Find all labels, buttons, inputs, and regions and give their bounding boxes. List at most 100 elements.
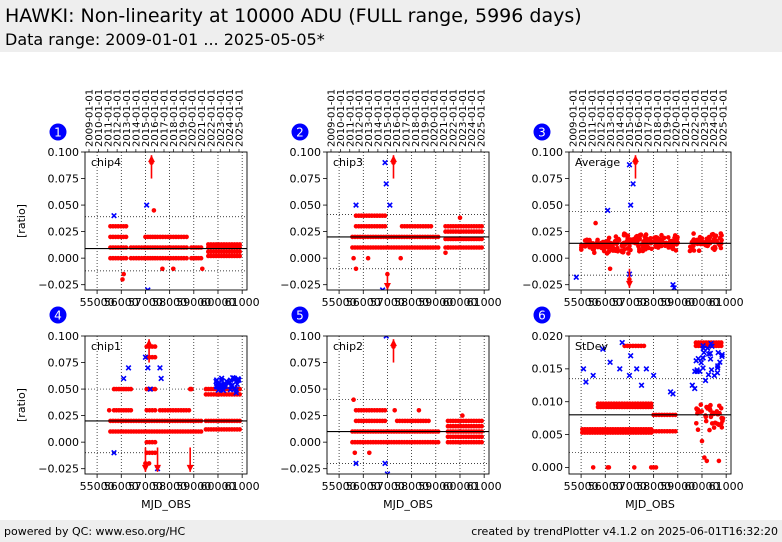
secondary-point: [573, 274, 580, 281]
panel-5: −0.0250.0000.0250.0500.0750.100550005600…: [280, 306, 502, 511]
secondary-point: [218, 375, 225, 382]
outlier-arrow-head: [631, 155, 639, 163]
panel-badge-number: 2: [296, 126, 304, 140]
primary-point: [691, 231, 696, 236]
primary-point: [184, 234, 189, 240]
primary-point: [610, 243, 615, 248]
primary-point: [146, 461, 152, 466]
x-tick-label: 56000: [588, 480, 623, 493]
x-tick-label: 55000: [322, 296, 357, 309]
primary-point: [398, 255, 404, 261]
y-tick-label: −0.025: [38, 462, 79, 475]
primary-point: [702, 455, 707, 460]
primary-point: [614, 238, 620, 243]
plot-frame: [326, 335, 490, 475]
y-tick-label: 0.075: [290, 172, 322, 185]
secondary-point: [607, 359, 613, 366]
top-date-label: 2015-01-01: [141, 89, 152, 147]
y-tick-label: 0.025: [48, 225, 80, 238]
x-tick-label: 61000: [467, 296, 502, 309]
x-tick-label: 57000: [612, 296, 647, 309]
secondary-point: [158, 375, 165, 382]
primary-point: [595, 244, 601, 250]
primary-point: [152, 439, 158, 445]
secondary-point: [698, 359, 705, 366]
primary-point: [625, 233, 631, 238]
primary-point: [703, 414, 709, 420]
secondary-point: [236, 377, 242, 384]
x-tick-label: 61000: [225, 296, 260, 309]
top-date-label: 2012-01-01: [597, 89, 608, 147]
x-axis-label: MJD_OBS: [383, 498, 433, 511]
primary-point: [352, 450, 358, 456]
top-date-label: 2014-01-01: [131, 89, 142, 147]
primary-point: [171, 266, 176, 272]
primary-point: [457, 215, 463, 221]
secondary-point: [382, 159, 388, 166]
x-tick-label: 61000: [709, 296, 744, 309]
primary-point: [590, 244, 596, 249]
secondary-point: [650, 372, 657, 379]
x-tick-label: 61000: [709, 480, 744, 493]
x-tick-label: 58000: [636, 480, 671, 493]
primary-point: [367, 450, 372, 456]
primary-point: [382, 213, 388, 218]
primary-point: [121, 271, 126, 277]
secondary-point: [353, 202, 359, 208]
primary-point: [382, 418, 388, 424]
y-tick-label: 0.050: [48, 199, 80, 212]
primary-point: [479, 229, 485, 234]
panel-badge-number: 6: [538, 309, 546, 323]
secondary-point: [691, 385, 698, 392]
primary-point: [123, 234, 129, 240]
top-date-label: 2021-01-01: [439, 89, 450, 147]
panel-label: chip4: [91, 156, 121, 169]
secondary-point: [719, 351, 725, 358]
secondary-point: [583, 379, 589, 385]
primary-point: [353, 266, 359, 272]
y-tick-label: −0.025: [280, 278, 321, 291]
x-tick-label: 55000: [80, 296, 115, 309]
primary-point: [365, 255, 371, 261]
page-subtitle: Data range: 2009-01-01 ... 2025-05-05*: [5, 30, 325, 49]
secondary-point: [120, 375, 127, 382]
top-date-label: 2016-01-01: [634, 89, 645, 147]
secondary-point: [234, 377, 241, 384]
top-date-label: 2013-01-01: [364, 89, 375, 147]
primary-point: [711, 238, 716, 244]
x-tick-label: 57000: [370, 480, 405, 493]
y-tick-label: 0.050: [48, 383, 80, 396]
primary-point: [654, 242, 659, 248]
secondary-point: [387, 202, 393, 208]
primary-point: [590, 465, 596, 470]
y-tick-label: 0.000: [532, 461, 564, 474]
primary-point: [699, 438, 705, 444]
secondary-point: [619, 339, 626, 346]
top-date-label: 2025-01-01: [477, 89, 488, 147]
primary-point: [479, 224, 485, 229]
plot-frame: [568, 151, 732, 291]
primary-point: [712, 235, 718, 240]
x-tick-label: 57000: [370, 296, 405, 309]
primary-point: [649, 246, 654, 252]
primary-point: [631, 237, 636, 242]
secondary-point: [708, 366, 715, 373]
plot-frame: [84, 335, 248, 475]
panel-label: chip3: [333, 156, 363, 169]
panel-label: chip2: [333, 340, 363, 353]
x-tick-label: 60000: [200, 296, 235, 309]
top-date-label: 2023-01-01: [216, 89, 227, 147]
primary-point: [719, 237, 724, 243]
panel-badge: [49, 123, 67, 141]
secondary-point: [233, 389, 240, 396]
panel-label: StDev: [575, 340, 609, 353]
x-tick-label: 60000: [684, 480, 719, 493]
panel-badge-number: 1: [54, 126, 62, 140]
primary-point: [719, 421, 724, 427]
outlier-arrow-head: [389, 155, 397, 163]
secondary-point: [626, 372, 633, 379]
outlier-arrow-head: [154, 464, 162, 472]
outlier-arrow-head: [625, 280, 633, 288]
x-tick-label: 57000: [128, 480, 163, 493]
secondary-point: [145, 287, 151, 290]
